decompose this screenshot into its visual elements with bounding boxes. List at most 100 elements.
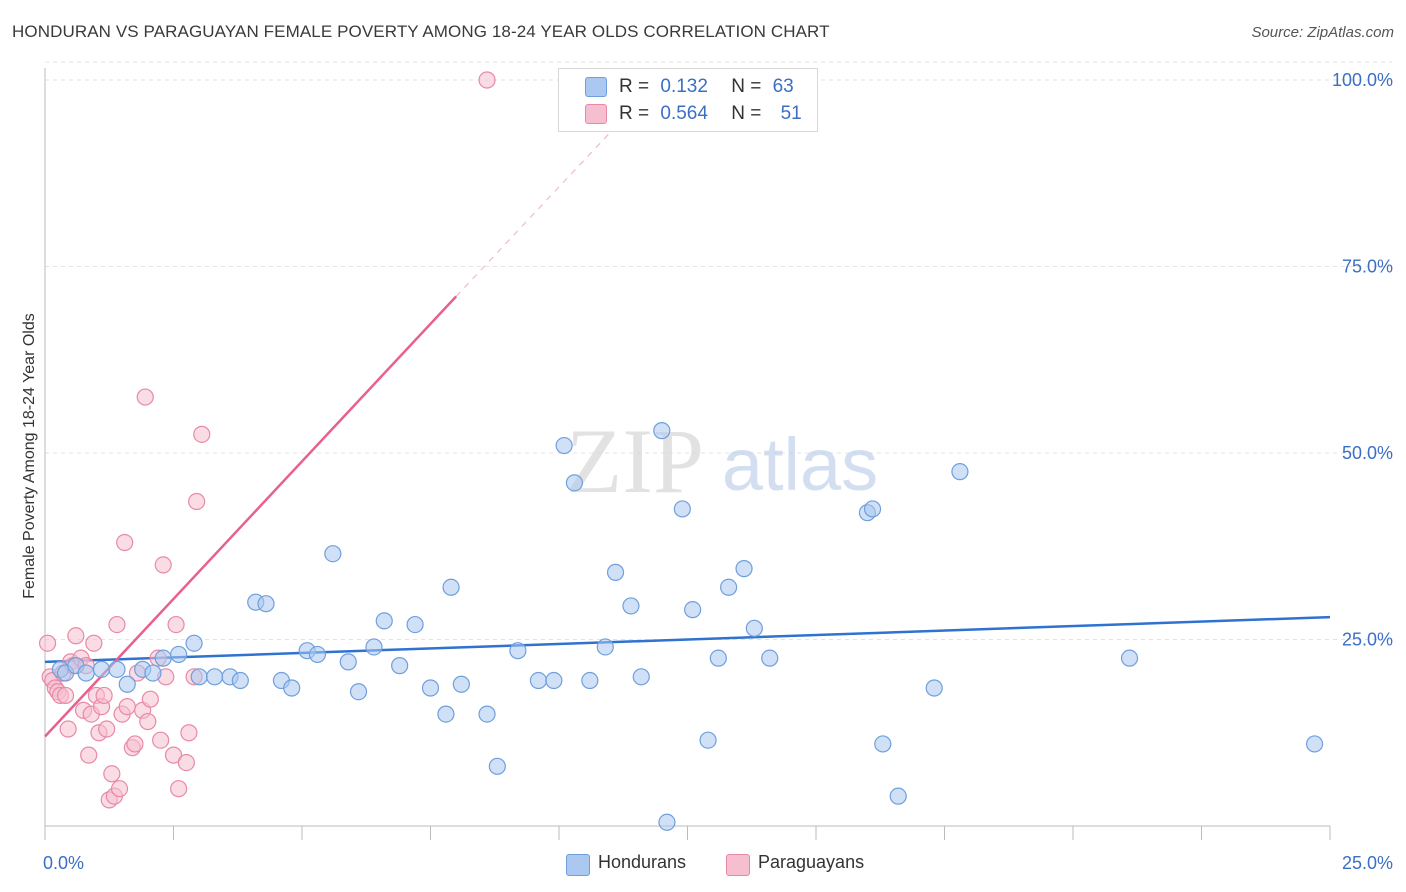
hondurans-point <box>349 683 368 701</box>
grid-lines <box>45 61 1392 640</box>
paraguayans-point <box>478 71 496 89</box>
paraguayans-point <box>95 686 113 705</box>
hondurans-point <box>596 638 614 656</box>
y-tick-label: 50.0% <box>1342 443 1393 463</box>
hondurans-point <box>673 500 691 518</box>
paraguayans-point <box>67 627 85 645</box>
hondurans-point <box>488 757 506 775</box>
hondurans-point <box>1120 649 1139 667</box>
hondurans-point <box>365 638 383 656</box>
hondurans-point <box>231 671 249 690</box>
legend-swatch-pink <box>585 104 607 124</box>
hondurans-point <box>684 601 702 619</box>
hondurans-point <box>529 671 548 690</box>
hondurans-point <box>478 705 496 723</box>
hondurans-point <box>565 474 584 492</box>
paraguayans-point <box>141 690 159 708</box>
paraguayans-point <box>98 720 116 738</box>
paraguayans-point <box>154 556 172 574</box>
hondurans-point <box>720 578 738 596</box>
hondurans-point <box>206 668 224 686</box>
hondurans-point <box>545 671 563 690</box>
legend-r-label: R = <box>619 103 650 124</box>
paraguayans-point <box>193 425 211 443</box>
paraguayans-points <box>38 71 496 809</box>
hondurans-point <box>375 612 393 630</box>
hondurans-point <box>391 657 409 675</box>
hondurans-point <box>889 787 907 805</box>
paraguayans-point <box>139 712 157 731</box>
legend-swatch-blue <box>585 77 607 97</box>
paraguayans-point <box>177 753 195 772</box>
paraguayans-point <box>118 698 136 716</box>
legend-n-label: N = <box>731 103 762 124</box>
hondurans-point <box>77 664 95 682</box>
hondurans-point <box>863 500 882 518</box>
hondurans-point <box>925 679 943 697</box>
hondurans-point <box>283 679 301 697</box>
hondurans-point <box>421 679 440 697</box>
paraguayans-point <box>59 720 77 738</box>
hondurans-point <box>745 619 763 637</box>
hondurans-point <box>406 615 424 634</box>
hondurans-points <box>51 422 1324 831</box>
bottom-legend-swatch-blue <box>566 854 590 876</box>
tick-labels: 25.0% 50.0% 75.0% 100.0% 0.0% 25.0% <box>43 70 1393 873</box>
hondurans-point <box>658 813 676 831</box>
bottom-legend-swatch-pink <box>726 854 750 876</box>
paraguayans-point <box>103 765 121 783</box>
bottom-legend-label: Hondurans <box>598 852 687 872</box>
hondurans-point <box>555 436 573 455</box>
y-tick-label: 75.0% <box>1342 257 1393 277</box>
paraguayans-point <box>152 731 170 749</box>
legend-r-value: 0.564 <box>660 103 708 124</box>
paraguayans-point <box>170 780 188 798</box>
legend-n-value: 63 <box>772 76 794 97</box>
x-tick-label: 0.0% <box>43 853 84 873</box>
x-tick-label: 25.0% <box>1342 853 1393 873</box>
hondurans-point <box>308 645 327 664</box>
axes <box>44 68 1331 840</box>
hondurans-point <box>324 545 342 563</box>
hondurans-point <box>699 731 717 749</box>
hondurans-point <box>154 649 172 667</box>
hondurans-point <box>709 649 727 667</box>
paraguayans-point <box>108 615 126 634</box>
hondurans-point <box>339 653 357 671</box>
hondurans-point <box>442 578 460 596</box>
hondurans-point <box>653 422 671 440</box>
paraguayans-point <box>38 634 57 652</box>
hondurans-point <box>761 649 779 667</box>
legend-r-label: R = <box>619 76 650 97</box>
legend-n-label: N = <box>731 76 762 97</box>
hondurans-point <box>581 671 599 690</box>
hondurans-point <box>437 705 455 723</box>
hondurans-point <box>144 664 162 682</box>
legend-r-value: 0.132 <box>660 76 708 97</box>
paraguayans-point <box>180 724 198 742</box>
paraguayans-point <box>136 388 154 406</box>
paraguayans-point <box>167 615 185 634</box>
hondurans-point <box>951 463 969 481</box>
source-label: Source: ZipAtlas.com <box>1251 24 1394 41</box>
paraguayans-point <box>116 533 134 552</box>
hondurans-point <box>606 563 625 581</box>
hondurans-point <box>622 597 640 615</box>
paraguayans-point <box>110 780 129 798</box>
hondurans-point <box>874 735 892 753</box>
hondurans-point <box>118 675 136 693</box>
paraguayans-trend-extension <box>455 131 611 297</box>
watermark-atlas: atlas <box>722 423 878 506</box>
hondurans-point <box>735 560 753 578</box>
bottom-legend-label: Paraguayans <box>758 852 865 872</box>
watermark-zip: ZIP <box>566 410 704 512</box>
hondurans-point <box>509 642 527 660</box>
y-tick-label: 100.0% <box>1332 70 1393 90</box>
hondurans-point <box>452 675 470 693</box>
hondurans-trend-line <box>44 615 1331 664</box>
hondurans-point <box>190 668 208 686</box>
paraguayans-point <box>126 735 144 753</box>
correlation-legend: R = 0.132 N = 63 R = 0.564 N = 51 <box>558 68 818 132</box>
paraguayans-point <box>188 492 206 511</box>
